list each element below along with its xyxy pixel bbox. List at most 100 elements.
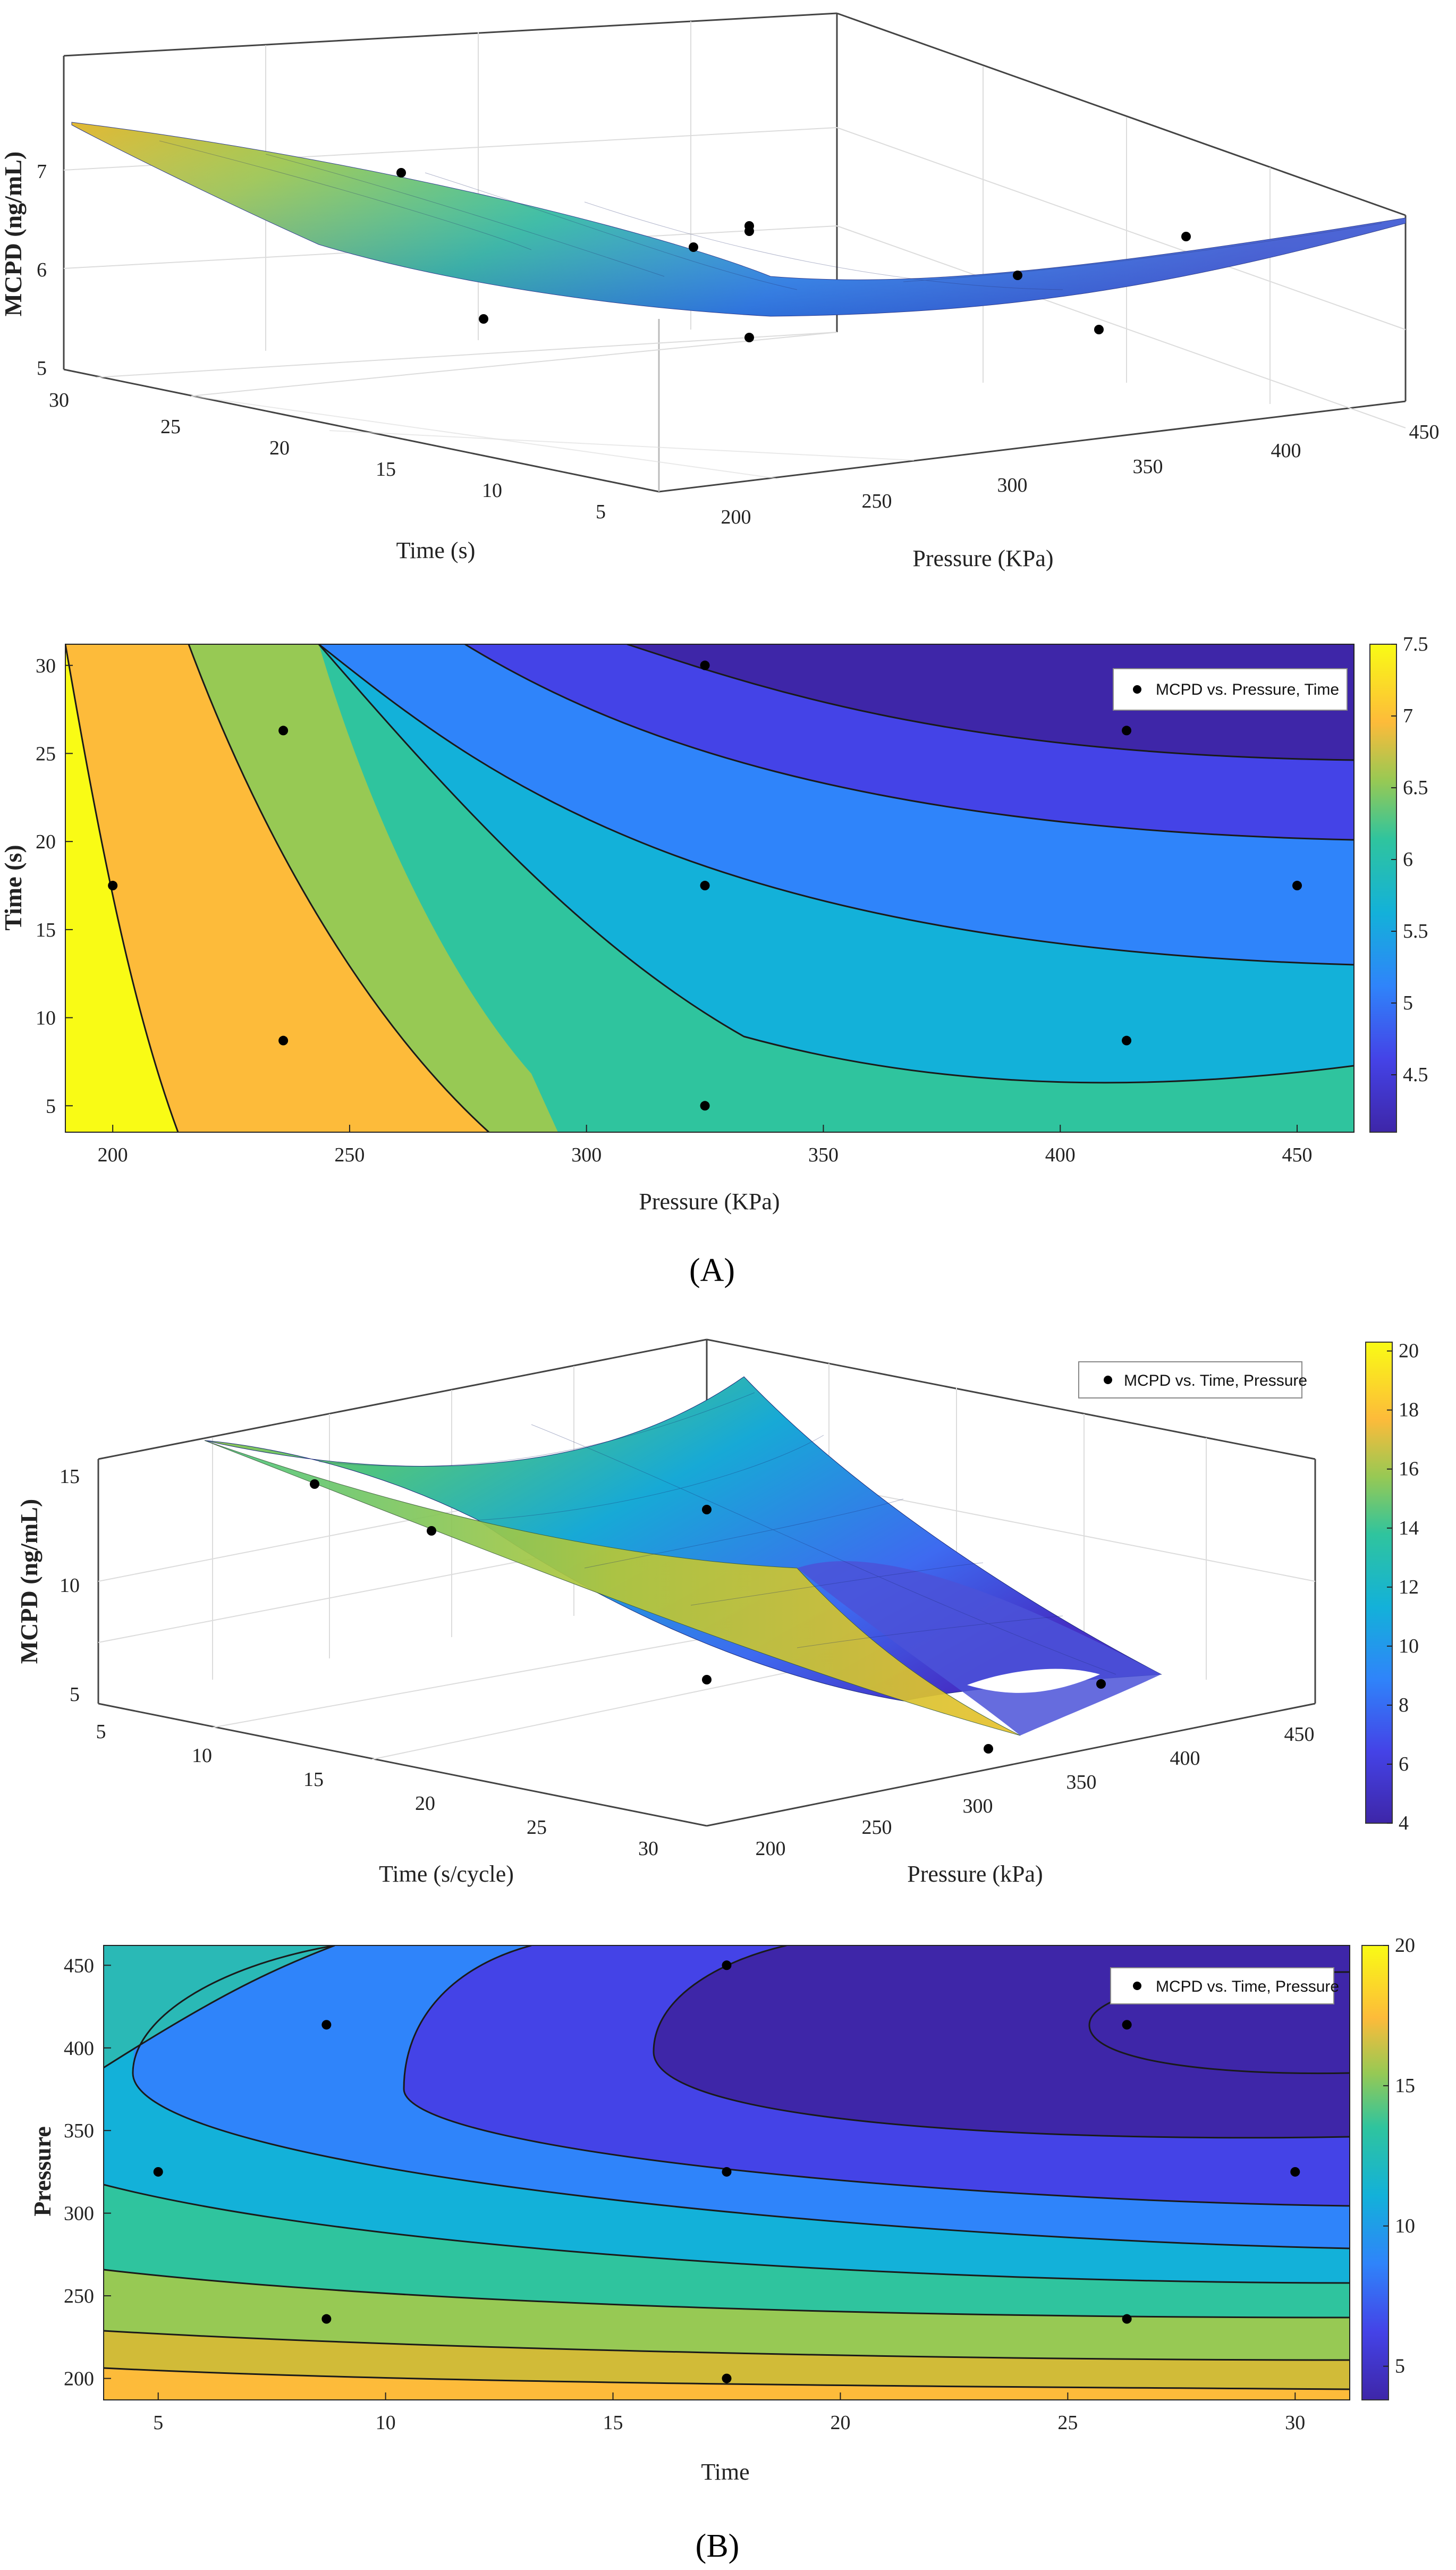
- b3d-ztick: 10: [60, 1574, 80, 1597]
- x-tick-label: 250: [334, 1144, 365, 1166]
- y-tick-label: 400: [64, 2037, 94, 2060]
- b-contour-line: [132, 1945, 1350, 2249]
- a3d-point: [1094, 325, 1104, 334]
- a-contour-points: [108, 660, 1302, 1111]
- b3d-point: [702, 1675, 712, 1684]
- contour-data-point: [1122, 1035, 1132, 1046]
- b-contour-yticks: 200 250 300 350 400 450: [64, 1954, 111, 2390]
- b-contour-xticks: 5 10 15 20 25 30: [153, 2392, 1305, 2434]
- x-tick-label: 350: [808, 1144, 839, 1166]
- contour-data-point: [700, 660, 710, 670]
- colorbar-tick-label: 20: [1399, 1340, 1419, 1362]
- b3d-xtick: 25: [527, 1816, 547, 1839]
- colorbar-tick-label: 12: [1399, 1576, 1419, 1598]
- contour-data-point: [321, 2314, 332, 2324]
- a3d-point: [744, 226, 754, 236]
- contour-data-point: [1122, 726, 1132, 736]
- b-contour-xlabel: Time: [701, 2459, 749, 2485]
- y-tick-label: 200: [64, 2368, 94, 2390]
- a-contour-line: [65, 644, 179, 1132]
- a-contour-xlabel: Pressure (KPa): [639, 1189, 780, 1215]
- y-tick-label: 350: [64, 2120, 94, 2142]
- contour-data-point: [700, 881, 710, 891]
- b3d-xtick: 30: [638, 1838, 658, 1860]
- b3d-ytick: 400: [1170, 1747, 1200, 1769]
- a3d-box: [63, 12, 1407, 493]
- contour-data-point: [722, 2373, 732, 2383]
- a-contour-line: [188, 644, 490, 1132]
- b3d-ztick: 5: [70, 1683, 80, 1706]
- b-contour-line: [104, 2269, 1350, 2319]
- b-contour-lines: [104, 1945, 1350, 2390]
- a3d-xtick: 400: [1271, 440, 1301, 462]
- contour-data-point: [722, 1960, 732, 1970]
- contour-data-point: [1122, 2020, 1132, 2030]
- a3d-point: [744, 333, 754, 342]
- a3d-mesh: [159, 140, 1382, 290]
- y-tick-label: 20: [36, 831, 56, 853]
- y-tick-label: 10: [36, 1007, 56, 1030]
- b-colorbar-ticks: 20 15 10 5: [1383, 1934, 1415, 2378]
- a3d-xtick: 200: [721, 506, 751, 528]
- a3d-ztick: 7: [37, 161, 47, 183]
- a-contour-line: [318, 644, 1354, 966]
- a-contour-line: [318, 644, 1354, 1084]
- b-contour-line: [653, 1945, 1350, 2139]
- b3d-point: [310, 1479, 319, 1489]
- b3d-ytick: 300: [963, 1795, 993, 1817]
- a3d-ylabel: Time (s): [396, 537, 476, 563]
- a3d-ytick: 20: [269, 437, 290, 459]
- caption-a: (A): [689, 1252, 735, 1288]
- b-colorbar: [1361, 1945, 1389, 2400]
- colorbar-tick-label: 5.5: [1403, 920, 1428, 942]
- y-tick-label: 25: [36, 743, 56, 765]
- b-legend-marker: [1133, 1982, 1141, 1990]
- colorbar-tick-label: 7.5: [1403, 633, 1428, 655]
- x-tick-label: 30: [1285, 2412, 1305, 2434]
- b-contour-fill: [104, 1945, 335, 2068]
- a-legend-text: MCPD vs. Pressure, Time: [1156, 681, 1339, 698]
- a-contour-yticks: 5 10 15 20 25 30: [36, 655, 73, 1117]
- a3d-point: [1181, 232, 1191, 241]
- panel-a-surface-plot: 7 6 5 30 25 20 15 10 5 200 250 300 350 4…: [0, 12, 1440, 571]
- contour-data-point: [278, 726, 289, 736]
- a-legend-marker: [1133, 685, 1141, 694]
- colorbar-tick-label: 8: [1399, 1694, 1409, 1716]
- b3d-surface-low: [797, 1561, 1161, 1735]
- b3d-xtick: 20: [415, 1792, 435, 1815]
- a-contour-ylabel: Time (s): [0, 845, 27, 930]
- a-colorbar: [1369, 644, 1397, 1133]
- a3d-points: [396, 168, 1191, 342]
- a3d-ytick: 25: [160, 416, 181, 438]
- colorbar-tick-label: 5: [1403, 992, 1413, 1014]
- panel-b-surface-plot: 15 10 5 5 10 15 20 25 30 200 250 300 350…: [15, 1338, 1419, 1887]
- b3d-ylabel: Pressure (kPa): [907, 1861, 1043, 1887]
- a-contour-frame: [65, 644, 1355, 1133]
- b-contour-ylabel: Pressure: [29, 2126, 56, 2217]
- a3d-xtick: 350: [1133, 456, 1163, 478]
- contour-data-point: [1290, 2167, 1300, 2177]
- b3d-surface-front: [204, 1440, 1021, 1736]
- x-tick-label: 10: [376, 2412, 396, 2434]
- a-contour-fill-highest: [65, 644, 178, 1132]
- b3d-legend-text: MCPD vs. Time, Pressure: [1124, 1372, 1307, 1389]
- panel-a-contour-plot: 200 250 300 350 400 450 5 10 15 20 25 30 MCPD vs. …: [0, 633, 1428, 1288]
- b3d-point: [427, 1526, 436, 1536]
- a3d-xtick: 250: [862, 490, 892, 512]
- b3d-legend-marker: [1104, 1376, 1112, 1384]
- b3d-point: [984, 1744, 993, 1754]
- b3d-xtick: 10: [192, 1745, 212, 1767]
- a3d-point: [479, 314, 488, 324]
- x-tick-label: 450: [1282, 1144, 1313, 1166]
- b3d-ytick: 200: [756, 1838, 786, 1860]
- a-contour-lines: [65, 644, 1354, 1132]
- a3d-ytick: 30: [49, 389, 69, 411]
- a3d-ytick: 10: [482, 479, 502, 502]
- b-legend-text: MCPD vs. Time, Pressure: [1156, 1978, 1339, 1995]
- a3d-ztick: 6: [37, 259, 47, 281]
- a3d-ytick: 15: [376, 458, 396, 481]
- b3d-point: [702, 1505, 712, 1514]
- b3d-xtick: 15: [303, 1768, 324, 1791]
- x-tick-label: 200: [98, 1144, 128, 1166]
